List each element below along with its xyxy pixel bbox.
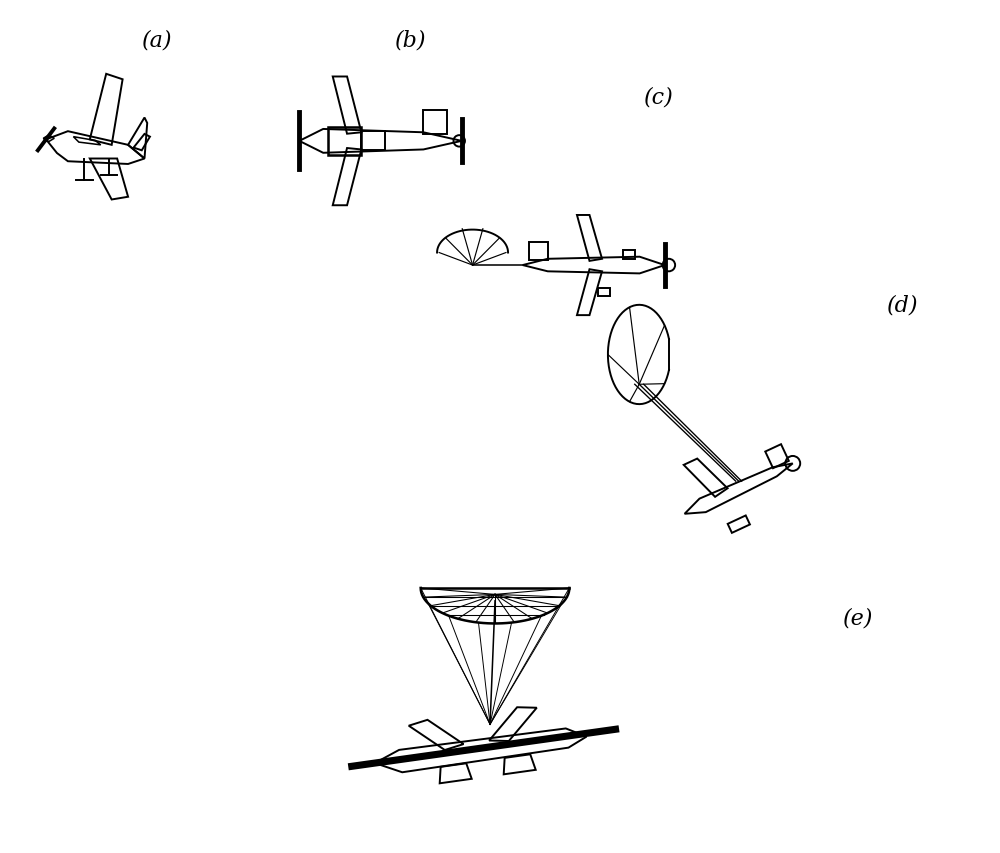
Text: (e): (e) <box>843 607 873 629</box>
Text: (b): (b) <box>395 30 426 51</box>
Text: (a): (a) <box>142 30 172 51</box>
Text: (d): (d) <box>887 294 919 316</box>
Text: (c): (c) <box>644 86 674 108</box>
Polygon shape <box>349 727 618 769</box>
